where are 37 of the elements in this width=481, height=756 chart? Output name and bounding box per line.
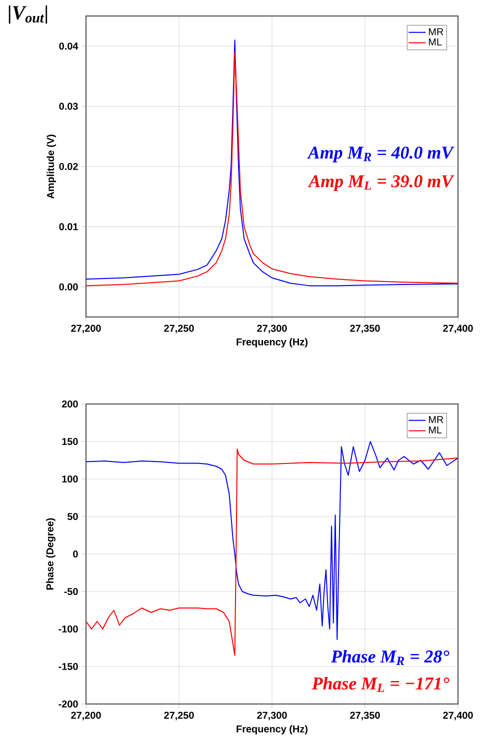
x-tick-label: 27,250 xyxy=(164,712,194,720)
x-axis-title: Frequency (Hz) xyxy=(236,338,308,348)
annotation: Phase M$_{R}$ = 28° xyxy=(330,650,450,666)
y-axis-title: Phase (Degree) xyxy=(46,518,56,590)
y-tick-label: -200 xyxy=(58,700,78,708)
x-tick-label: 27,300 xyxy=(257,712,287,720)
x-tick-label: 27,350 xyxy=(350,324,380,334)
y-tick-label: 0.04 xyxy=(59,42,78,50)
x-tick-label: 27,250 xyxy=(164,324,194,334)
x-tick-label: 27,400 xyxy=(443,712,473,720)
legend-label: MR xyxy=(428,28,444,36)
y-tick-label: -100 xyxy=(58,625,78,633)
y-tick-label: 100 xyxy=(62,475,78,483)
x-tick-label: 27,200 xyxy=(71,324,101,334)
x-tick-label: 27,350 xyxy=(350,712,380,720)
y-tick-label: 200 xyxy=(62,400,78,408)
legend-label: ML xyxy=(428,426,442,434)
x-tick-label: 27,200 xyxy=(71,712,101,720)
y-tick-label: 50 xyxy=(67,512,78,520)
y-tick-label: 0.01 xyxy=(59,223,78,230)
y-tick-label: -150 xyxy=(58,662,78,670)
y-tick-label: 0.03 xyxy=(59,102,78,110)
y-tick-label: 0 xyxy=(73,550,78,558)
y-tick-label: 150 xyxy=(62,438,78,446)
y-tick-label: 0.00 xyxy=(59,283,78,290)
y-axis-title: Amplitude (V) xyxy=(46,134,56,199)
y-tick-label: -50 xyxy=(64,588,78,596)
annotation: Phase M$_{L}$ = −171° xyxy=(312,676,450,692)
x-axis-title: Frequency (Hz) xyxy=(236,725,308,734)
legend-label: ML xyxy=(428,38,442,46)
annotation: Amp M$_{L}$ = 39.0 mV xyxy=(308,175,454,191)
x-tick-label: 27,300 xyxy=(257,324,287,334)
y-tick-label: 0.02 xyxy=(59,162,78,170)
chart-title: |V$_{out}$| xyxy=(8,6,48,24)
annotation: Amp M$_{R}$ = 40.0 mV xyxy=(307,146,454,162)
legend-label: MR xyxy=(428,416,444,424)
x-tick-label: 27,400 xyxy=(443,324,473,334)
